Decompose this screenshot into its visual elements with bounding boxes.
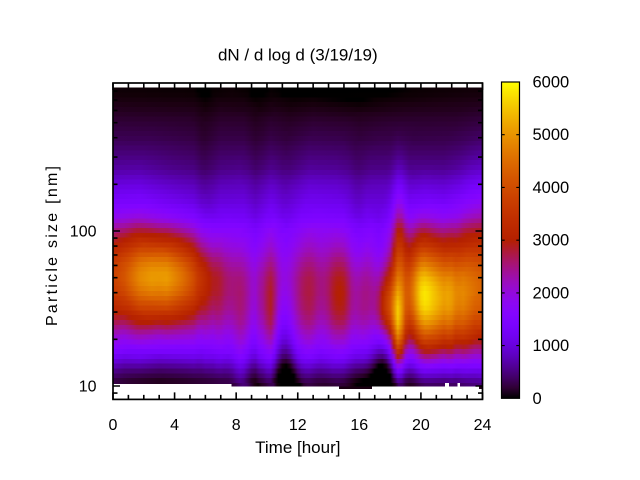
svg-text:Time [hour]: Time [hour] [255,438,340,457]
svg-text:16: 16 [350,417,368,434]
svg-text:5000: 5000 [533,126,570,144]
svg-text:Particle size [nm]: Particle size [nm] [44,166,61,326]
svg-text:dN / d log d (3/19/19): dN / d log d (3/19/19) [218,46,378,65]
svg-text:4000: 4000 [533,179,570,197]
svg-text:24: 24 [474,417,492,434]
svg-text:12: 12 [289,417,307,434]
svg-text:1000: 1000 [533,337,570,355]
svg-text:20: 20 [412,417,430,434]
svg-text:4: 4 [170,417,179,434]
svg-text:10: 10 [79,379,97,396]
svg-text:6000: 6000 [533,74,570,92]
svg-text:8: 8 [232,417,241,434]
svg-text:3000: 3000 [533,232,570,250]
svg-text:0: 0 [109,417,118,434]
svg-text:100: 100 [70,224,97,241]
svg-text:2000: 2000 [533,284,570,302]
svg-text:0: 0 [533,390,542,408]
